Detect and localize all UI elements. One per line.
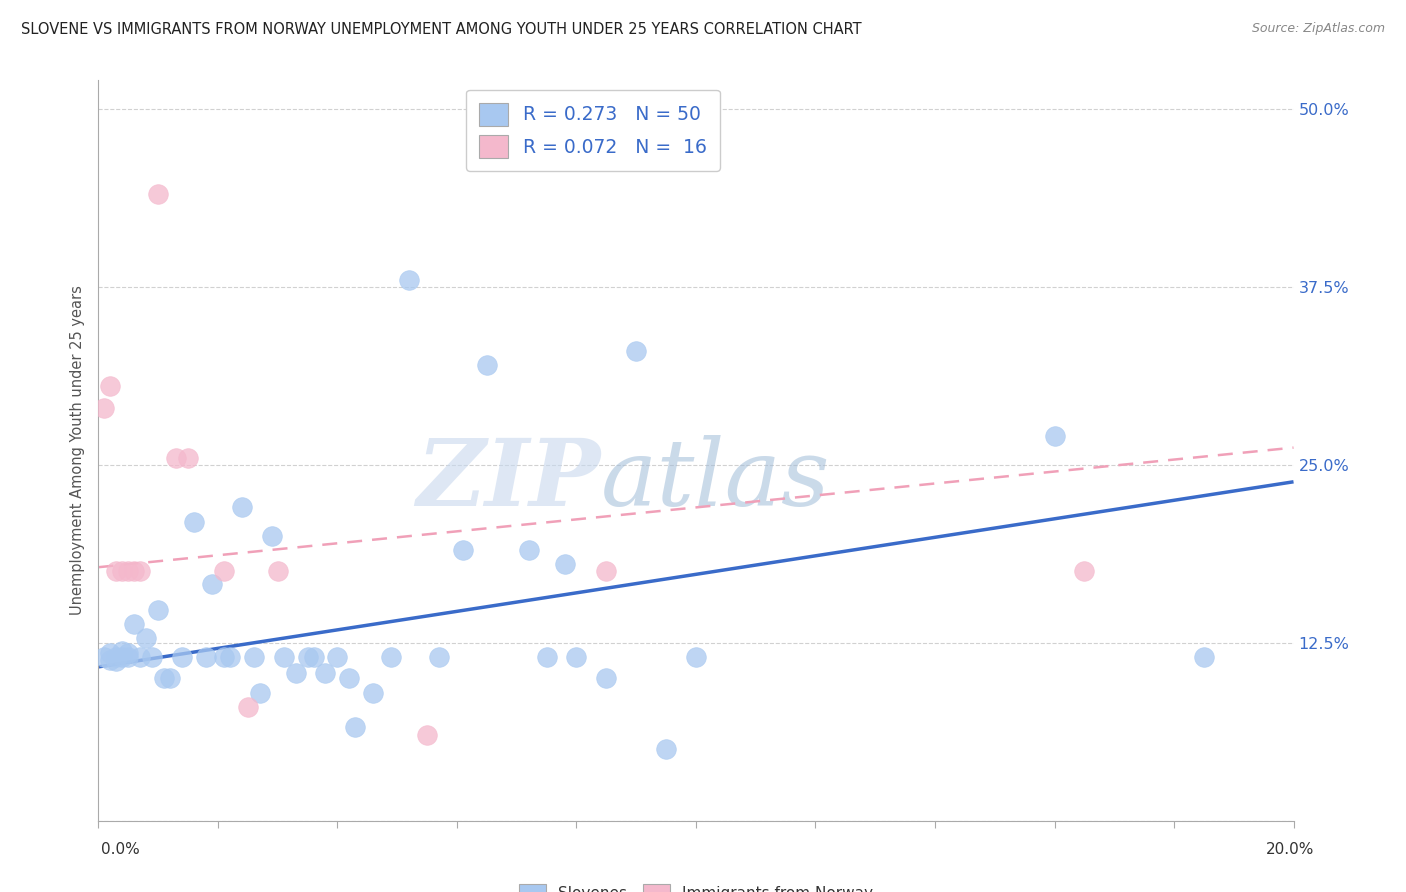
Point: [117, 646, 139, 660]
Point: [517, 543, 540, 558]
Point: [260, 529, 283, 543]
Point: [626, 343, 648, 358]
Point: [427, 649, 450, 664]
Point: [685, 649, 707, 664]
Point: [231, 500, 253, 515]
Point: [165, 450, 187, 465]
Point: [183, 515, 205, 529]
Legend: Slovenes, Immigrants from Norway: Slovenes, Immigrants from Norway: [510, 877, 882, 892]
Point: [124, 565, 146, 579]
Point: [536, 649, 558, 664]
Point: [326, 649, 349, 664]
Point: [363, 685, 385, 699]
Point: [105, 654, 128, 668]
Point: [148, 187, 170, 202]
Point: [1073, 565, 1095, 579]
Point: [284, 665, 307, 680]
Point: [1043, 429, 1066, 443]
Point: [344, 720, 367, 734]
Point: [129, 565, 152, 579]
Point: [117, 565, 139, 579]
Point: [1192, 649, 1215, 664]
Point: [93, 401, 115, 415]
Point: [100, 653, 122, 667]
Point: [273, 649, 295, 664]
Point: [111, 644, 134, 658]
Point: [105, 649, 128, 664]
Point: [141, 649, 163, 664]
Point: [100, 379, 122, 393]
Point: [554, 558, 576, 572]
Text: atlas: atlas: [600, 435, 830, 525]
Point: [243, 649, 266, 664]
Point: [129, 649, 152, 664]
Text: 20.0%: 20.0%: [1267, 842, 1315, 856]
Text: SLOVENE VS IMMIGRANTS FROM NORWAY UNEMPLOYMENT AMONG YOUTH UNDER 25 YEARS CORREL: SLOVENE VS IMMIGRANTS FROM NORWAY UNEMPL…: [21, 22, 862, 37]
Point: [655, 742, 678, 756]
Point: [105, 565, 128, 579]
Point: [451, 543, 474, 558]
Point: [212, 565, 235, 579]
Point: [172, 649, 194, 664]
Y-axis label: Unemployment Among Youth under 25 years: Unemployment Among Youth under 25 years: [70, 285, 86, 615]
Point: [93, 649, 115, 664]
Point: [201, 577, 224, 591]
Point: [195, 649, 218, 664]
Point: [212, 649, 235, 664]
Point: [380, 649, 402, 664]
Text: ZIP: ZIP: [416, 435, 600, 525]
Point: [398, 272, 420, 286]
Point: [416, 728, 439, 742]
Point: [315, 665, 337, 680]
Point: [565, 649, 588, 664]
Point: [219, 649, 242, 664]
Point: [595, 671, 617, 685]
Point: [153, 671, 176, 685]
Point: [595, 565, 617, 579]
Point: [100, 646, 122, 660]
Point: [159, 671, 181, 685]
Point: [117, 649, 139, 664]
Point: [111, 649, 134, 664]
Point: [124, 617, 146, 632]
Point: [148, 603, 170, 617]
Point: [297, 649, 319, 664]
Point: [236, 699, 259, 714]
Point: [302, 649, 325, 664]
Point: [135, 632, 157, 646]
Point: [267, 565, 290, 579]
Point: [177, 450, 200, 465]
Point: [111, 565, 134, 579]
Point: [249, 685, 271, 699]
Text: Source: ZipAtlas.com: Source: ZipAtlas.com: [1251, 22, 1385, 36]
Text: 0.0%: 0.0%: [101, 842, 141, 856]
Point: [475, 358, 498, 372]
Point: [339, 671, 360, 685]
